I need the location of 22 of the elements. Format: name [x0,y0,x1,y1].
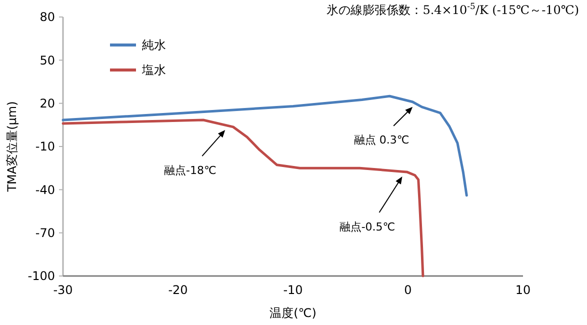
x-axis-title: 温度(℃) [270,306,316,320]
y-axis-title: TMA変位量(μm) [5,101,19,193]
y-tick-label: -10 [35,140,55,154]
legend-label: 塩水 [141,63,166,78]
annotation: 融点 0.3℃ [354,134,410,147]
x-tick-label: -10 [283,283,303,297]
line-series [62,118,424,278]
annotation: 融点-0.5℃ [339,220,396,234]
annotation: 融点-18℃ [164,164,216,177]
legend-label: 純水 [142,38,166,52]
x-tick-label: -30 [53,283,73,297]
y-tick-label: 20 [40,96,55,111]
chart-title: 氷の線膨張係数：5.4×10$^{-5}$/K (-15℃～-10℃) [326,1,579,17]
y-tick-label: -40 [35,182,55,197]
x-tick-label: -20 [168,283,188,297]
y-tick-label: -70 [35,226,55,240]
x-tick-label: 0 [404,283,412,297]
line-series [62,94,468,197]
y-tick-label: -100 [28,269,55,284]
y-tick-label: 80 [40,10,55,24]
y-tick-label: 50 [40,53,55,68]
x-tick-label: 10 [515,283,531,297]
